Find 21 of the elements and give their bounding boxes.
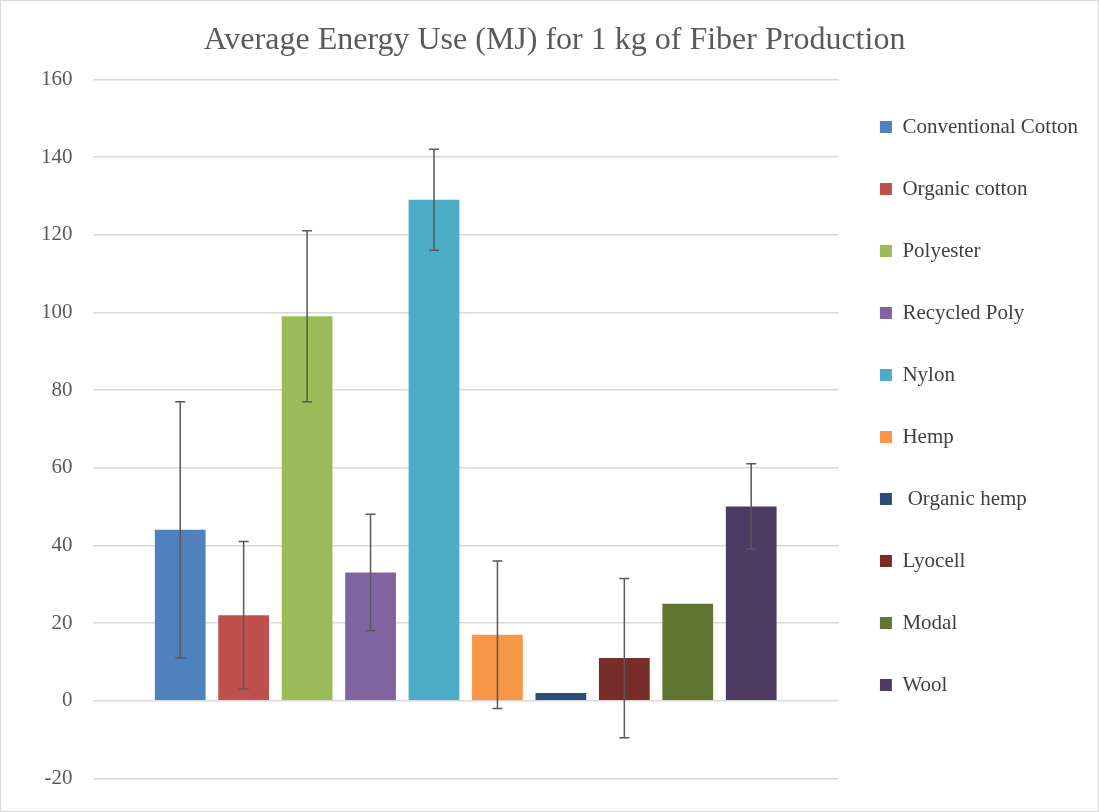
legend-label: Nylon bbox=[902, 361, 956, 386]
y-tick-label: 80 bbox=[51, 376, 73, 401]
legend-label: Modal bbox=[902, 609, 958, 634]
legend-label: Hemp bbox=[902, 423, 954, 448]
y-tick-label: 0 bbox=[62, 687, 73, 712]
y-tick-label: 20 bbox=[51, 609, 73, 634]
legend-label: Recycled Poly bbox=[902, 299, 1025, 324]
y-tick-label: 100 bbox=[41, 298, 73, 323]
legend-label: Lyocell bbox=[902, 547, 966, 572]
legend-label: Wool bbox=[902, 671, 948, 696]
legend-label: Polyester bbox=[902, 237, 981, 262]
y-tick-label: 40 bbox=[51, 531, 73, 556]
y-tick-label: 160 bbox=[41, 65, 73, 90]
legend-label: Organic hemp bbox=[902, 485, 1027, 510]
y-tick-label: 60 bbox=[51, 454, 73, 479]
chart-title: Average Energy Use (MJ) for 1 kg of Fiber Production bbox=[203, 19, 906, 56]
y-tick-label: 140 bbox=[41, 143, 73, 168]
legend-label: Organic cotton bbox=[902, 175, 1028, 200]
legend-label: Conventional Cotton bbox=[902, 113, 1079, 138]
y-tick-label: -20 bbox=[44, 764, 73, 789]
y-tick-label: 120 bbox=[41, 221, 73, 246]
